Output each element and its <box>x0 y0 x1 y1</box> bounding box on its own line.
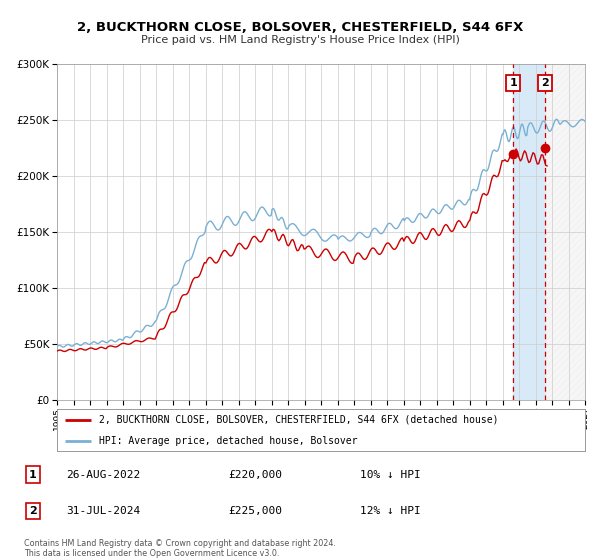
Text: 1: 1 <box>29 470 37 479</box>
Text: 2, BUCKTHORN CLOSE, BOLSOVER, CHESTERFIELD, S44 6FX (detached house): 2, BUCKTHORN CLOSE, BOLSOVER, CHESTERFIE… <box>99 415 499 424</box>
Bar <box>513 64 545 400</box>
Text: 10% ↓ HPI: 10% ↓ HPI <box>360 470 421 479</box>
Text: 31-JUL-2024: 31-JUL-2024 <box>66 506 140 516</box>
Text: 1: 1 <box>509 78 517 88</box>
Bar <box>545 64 585 400</box>
Text: 2: 2 <box>541 78 549 88</box>
Text: Contains HM Land Registry data © Crown copyright and database right 2024.: Contains HM Land Registry data © Crown c… <box>24 539 336 548</box>
Text: 26-AUG-2022: 26-AUG-2022 <box>66 470 140 479</box>
Text: 2, BUCKTHORN CLOSE, BOLSOVER, CHESTERFIELD, S44 6FX: 2, BUCKTHORN CLOSE, BOLSOVER, CHESTERFIE… <box>77 21 523 34</box>
Text: 2: 2 <box>29 506 37 516</box>
Text: HPI: Average price, detached house, Bolsover: HPI: Average price, detached house, Bols… <box>99 436 358 446</box>
Text: £220,000: £220,000 <box>228 470 282 479</box>
Text: 12% ↓ HPI: 12% ↓ HPI <box>360 506 421 516</box>
Text: £225,000: £225,000 <box>228 506 282 516</box>
Text: Price paid vs. HM Land Registry's House Price Index (HPI): Price paid vs. HM Land Registry's House … <box>140 35 460 45</box>
Text: This data is licensed under the Open Government Licence v3.0.: This data is licensed under the Open Gov… <box>24 549 280 558</box>
